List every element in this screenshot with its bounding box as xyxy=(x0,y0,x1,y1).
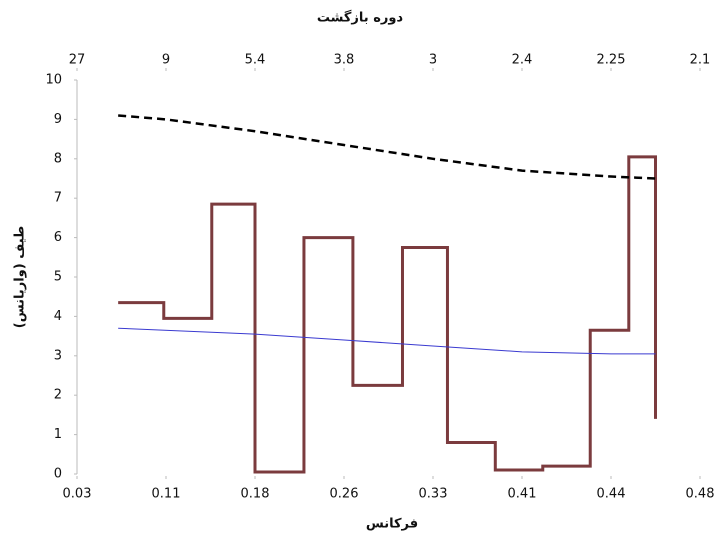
x2-tick-label: 2.4 xyxy=(512,53,533,68)
x-tick-label: 0.48 xyxy=(686,487,715,502)
x-tick-label: 0.26 xyxy=(330,487,359,502)
x2-axis-title: دوره بازگشت xyxy=(317,10,404,26)
y-tick-label: 8 xyxy=(54,151,62,166)
x2-tick-label: 27 xyxy=(69,53,86,68)
y-tick-label: 10 xyxy=(45,73,62,88)
x2-tick-label: 3 xyxy=(429,53,437,68)
x2-tick-label: 2.1 xyxy=(690,53,711,68)
y-tick-label: 2 xyxy=(54,388,62,403)
y-tick-label: 3 xyxy=(54,348,62,363)
x-tick-label: 0.44 xyxy=(597,487,626,502)
y-tick-label: 7 xyxy=(54,191,62,206)
line xyxy=(118,327,656,355)
x2-tick-label: 2.25 xyxy=(597,53,626,68)
x-tick-label: 0.11 xyxy=(152,487,181,502)
x-tick-label: 0.33 xyxy=(419,487,448,502)
y-tick-label: 1 xyxy=(54,427,62,442)
step-line xyxy=(118,155,657,474)
x2-tick-label: 9 xyxy=(162,53,170,68)
x2-tick-label: 5.4 xyxy=(245,53,266,68)
y-tick-label: 6 xyxy=(54,230,62,245)
y-tick-label: 4 xyxy=(54,309,62,324)
y-tick-label: 0 xyxy=(54,467,62,482)
y-tick-label: 9 xyxy=(54,112,62,127)
y-axis-title: طیف (واریانس) xyxy=(13,226,28,328)
x-axis-title: فرکانس xyxy=(366,517,418,532)
x-tick-label: 0.41 xyxy=(508,487,537,502)
line xyxy=(118,114,656,180)
y-tick-label: 5 xyxy=(54,270,62,285)
x2-tick-label: 3.8 xyxy=(334,53,355,68)
x-tick-label: 0.18 xyxy=(241,487,270,502)
x-tick-label: 0.03 xyxy=(63,487,92,502)
